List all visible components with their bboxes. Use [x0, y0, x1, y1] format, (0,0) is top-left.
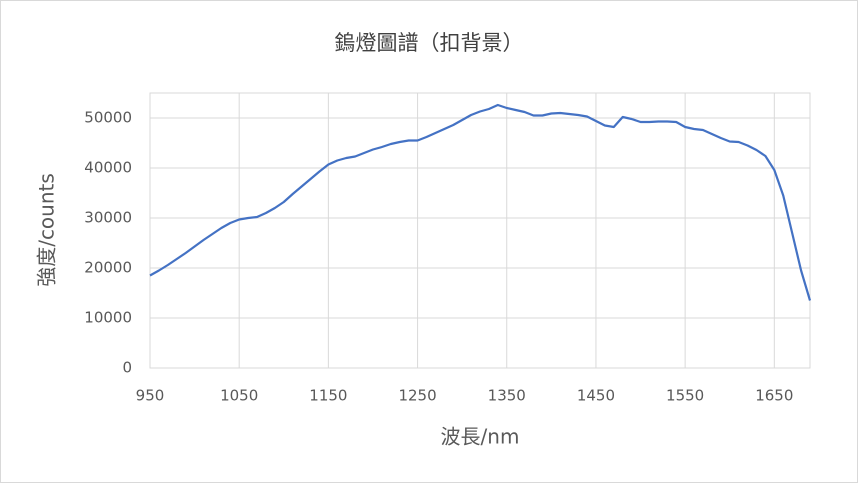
x-tick-label: 1350	[488, 387, 526, 405]
y-tick-label: 50000	[84, 109, 132, 127]
x-tick-label: 1250	[398, 387, 436, 405]
y-tick-label: 30000	[84, 209, 132, 227]
y-tick-label: 0	[122, 359, 132, 377]
chart-title: 鎢燈圖譜（扣背景）	[335, 31, 524, 55]
x-tick-label: 1150	[309, 387, 347, 405]
x-axis-label: 波長/nm	[441, 425, 520, 449]
y-tick-label: 10000	[84, 309, 132, 327]
data-line	[149, 103, 812, 301]
y-tick-label: 20000	[84, 259, 132, 277]
y-axis-label: 強度/counts	[35, 173, 59, 287]
y-tick-label: 40000	[84, 159, 132, 177]
x-tick-label: 1450	[577, 387, 615, 405]
x-tick-label: 950	[136, 387, 165, 405]
x-tick-label: 1050	[220, 387, 258, 405]
x-tick-label: 1550	[666, 387, 704, 405]
x-tick-label: 1650	[755, 387, 793, 405]
